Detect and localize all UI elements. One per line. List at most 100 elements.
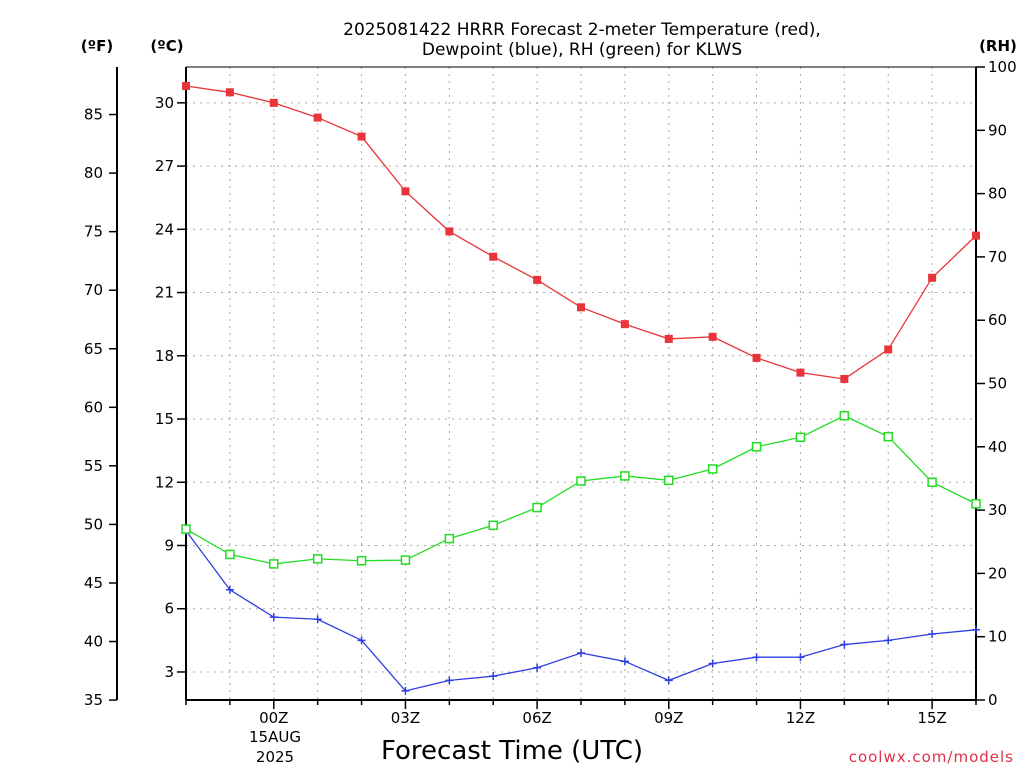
rh-point bbox=[664, 475, 674, 486]
temperature-point bbox=[401, 187, 410, 196]
grid-lines bbox=[186, 67, 976, 700]
dewpoint-line bbox=[185, 530, 977, 692]
chart-title-line2: Dewpoint (blue), RH (green) for KLWS bbox=[422, 40, 742, 60]
rh-point bbox=[312, 554, 323, 564]
rh-point bbox=[883, 431, 893, 442]
fahrenheit-tick-label: 60 bbox=[84, 398, 103, 416]
temperature-line bbox=[185, 85, 977, 380]
fahrenheit-tick-label: 70 bbox=[84, 281, 103, 299]
fahrenheit-tick-label: 75 bbox=[84, 223, 103, 241]
dewpoint-point bbox=[313, 615, 322, 624]
temperature-point bbox=[533, 275, 542, 284]
temperature-point bbox=[752, 353, 761, 362]
rh-point bbox=[356, 555, 367, 566]
rh-point bbox=[488, 520, 498, 531]
temperature-point bbox=[357, 132, 366, 141]
rh-point bbox=[400, 555, 411, 565]
temperature-point bbox=[708, 332, 717, 341]
dewpoint-point bbox=[401, 686, 410, 695]
rh-tick-label: 50 bbox=[988, 375, 1007, 393]
chart-title-line1: 2025081422 HRRR Forecast 2-meter Tempera… bbox=[343, 20, 821, 40]
celsius-tick-label: 30 bbox=[155, 94, 174, 112]
dewpoint-point bbox=[533, 663, 542, 672]
rh-axis-label: (RH) bbox=[979, 37, 1017, 55]
temperature-point bbox=[664, 334, 673, 343]
temperature-point bbox=[445, 227, 454, 236]
x-tick-label: 00Z bbox=[259, 709, 288, 727]
series-layer bbox=[181, 81, 981, 695]
temperature-point bbox=[225, 88, 234, 97]
x-date-label-day: 15AUG bbox=[249, 728, 301, 746]
rh-point bbox=[971, 499, 981, 509]
series-clip-group bbox=[181, 81, 981, 695]
x-tick-label: 09Z bbox=[654, 709, 683, 727]
dewpoint-point bbox=[577, 648, 585, 657]
celsius-tick-label: 15 bbox=[155, 410, 174, 428]
rh-point bbox=[795, 432, 806, 443]
dewpoint-point bbox=[445, 676, 454, 685]
fahrenheit-tick-label: 65 bbox=[84, 340, 103, 358]
dewpoint-point bbox=[664, 676, 673, 685]
rh-point bbox=[751, 442, 762, 452]
fahrenheit-tick-label: 45 bbox=[84, 574, 103, 592]
dewpoint-point bbox=[752, 653, 761, 662]
celsius-tick-label: 21 bbox=[155, 284, 174, 302]
rh-tick-label: 20 bbox=[988, 564, 1007, 582]
dewpoint-point bbox=[884, 636, 893, 645]
temperature-point bbox=[972, 231, 980, 240]
x-tick-label: 12Z bbox=[786, 709, 815, 727]
rh-point bbox=[927, 477, 937, 487]
temperature-point bbox=[182, 81, 190, 90]
temperature-point bbox=[840, 374, 849, 383]
rh-point bbox=[839, 411, 850, 421]
x-tick-label: 06Z bbox=[522, 709, 551, 727]
celsius-tick-label: 24 bbox=[155, 220, 174, 238]
temperature-point bbox=[269, 98, 278, 107]
temperature-point bbox=[884, 345, 893, 354]
celsius-tick-label: 6 bbox=[164, 600, 174, 618]
fahrenheit-axis-label: (ºF) bbox=[81, 37, 113, 55]
rh-tick-label: 80 bbox=[988, 185, 1007, 203]
rh-tick-label: 100 bbox=[988, 58, 1017, 76]
rh-tick-label: 70 bbox=[988, 248, 1007, 266]
temperature-point bbox=[620, 320, 629, 329]
rh-tick-label: 10 bbox=[988, 628, 1007, 646]
rh-point bbox=[532, 502, 542, 513]
rh-point bbox=[225, 549, 235, 560]
x-date-label-year: 2025 bbox=[256, 748, 294, 766]
fahrenheit-tick-label: 85 bbox=[84, 106, 103, 124]
rh-tick-label: 60 bbox=[988, 311, 1007, 329]
celsius-tick-label: 3 bbox=[164, 663, 174, 681]
dewpoint-point bbox=[708, 659, 717, 668]
temperature-point bbox=[928, 273, 937, 282]
rh-point bbox=[444, 533, 455, 544]
rh-point bbox=[620, 471, 630, 481]
dewpoint-point bbox=[225, 585, 234, 594]
dewpoint-point bbox=[489, 672, 498, 681]
fahrenheit-tick-label: 35 bbox=[84, 691, 103, 709]
rh-tick-label: 90 bbox=[988, 121, 1007, 139]
celsius-axis-label: (ºC) bbox=[150, 37, 183, 55]
celsius-tick-label: 9 bbox=[164, 536, 174, 554]
celsius-tick-label: 12 bbox=[155, 473, 174, 491]
rh-point bbox=[181, 524, 191, 534]
fahrenheit-tick-label: 80 bbox=[84, 164, 103, 182]
rh-point bbox=[707, 464, 718, 474]
fahrenheit-tick-label: 50 bbox=[84, 515, 103, 533]
dewpoint-point bbox=[620, 657, 629, 666]
fahrenheit-tick-label: 40 bbox=[84, 633, 103, 651]
x-axis-title: Forecast Time (UTC) bbox=[381, 736, 643, 766]
dewpoint-point bbox=[928, 630, 937, 639]
celsius-tick-label: 27 bbox=[155, 157, 174, 175]
rh-point bbox=[576, 476, 586, 486]
temperature-point bbox=[489, 252, 498, 261]
x-tick-label: 03Z bbox=[391, 709, 420, 727]
axes bbox=[109, 66, 985, 709]
dewpoint-point bbox=[972, 625, 980, 634]
credit-link[interactable]: coolwx.com/models bbox=[849, 748, 1014, 766]
tick-labels: 35 40 45 50 55 60 65 70 75 80 85 3 6 9 12 15 18 21 24 27 30 0… bbox=[84, 58, 1017, 727]
dewpoint-point bbox=[357, 636, 366, 645]
x-tick-label: 15Z bbox=[917, 709, 946, 727]
temperature-point bbox=[313, 113, 322, 122]
fahrenheit-tick-label: 55 bbox=[84, 457, 103, 475]
